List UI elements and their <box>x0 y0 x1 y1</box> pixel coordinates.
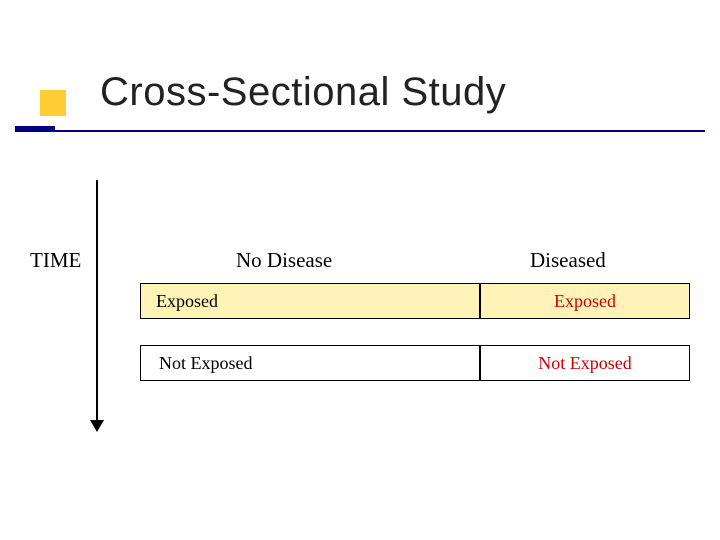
column-header-no-disease: No Disease <box>236 248 332 273</box>
cell-notexposed-diseased: Not Exposed <box>480 345 690 381</box>
cell-notexposed-nodisease: Not Exposed <box>140 345 480 381</box>
cell-exposed-diseased: Exposed <box>480 283 690 319</box>
column-header-diseased: Diseased <box>530 248 606 273</box>
title-underline <box>15 130 705 132</box>
row-exposed: Exposed Exposed <box>140 283 690 319</box>
bullet-icon <box>40 90 66 116</box>
page-title: Cross-Sectional Study <box>100 70 506 115</box>
cell-exposed-nodisease: Exposed <box>140 283 480 319</box>
time-label: TIME <box>30 248 81 273</box>
row-not-exposed: Not Exposed Not Exposed <box>140 345 690 381</box>
time-arrow-head-icon <box>90 420 104 432</box>
time-arrow-shaft <box>96 180 98 425</box>
